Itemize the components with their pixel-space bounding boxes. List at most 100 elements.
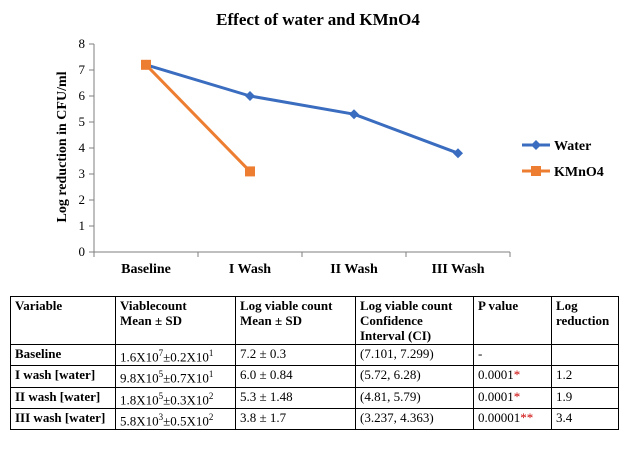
p-value-cell: 0.0001* xyxy=(473,386,552,409)
p-value: 0.00001 xyxy=(478,409,521,425)
data-point xyxy=(141,59,151,70)
count-sd: ±0.3X10 xyxy=(163,391,209,407)
log-mean-cell: 3.8 ± 1.7 xyxy=(235,407,356,431)
column-header-line: Log xyxy=(556,298,578,313)
count-sd-exponent: 1 xyxy=(208,369,214,380)
log-reduction-cell: 3.4 xyxy=(551,407,619,431)
table-body: Baseline 1.6X107±0.2X101 7.2 ± 0.3 (7.101, … xyxy=(10,343,619,431)
confidence-interval-cell-text: (4.81, 5.79) xyxy=(360,388,421,404)
table-row: I wash [water] 9.8X105±0.7X101 6.0 ± 0.84(… xyxy=(10,365,619,388)
count-sd-exponent: 2 xyxy=(208,411,214,422)
column-header-line: Confidence xyxy=(360,313,423,328)
count-mean: 9.8X10 xyxy=(120,370,159,386)
variable-cell: Baseline xyxy=(10,343,116,367)
legend-item: KMnO4 xyxy=(522,165,604,180)
column-header-line: P value xyxy=(478,298,519,313)
x-tick-label: III Wash xyxy=(431,262,484,277)
column-header-line: Log viable count xyxy=(360,298,453,313)
count-sd-exponent: 1 xyxy=(208,348,214,358)
y-tick-label: 7 xyxy=(79,62,86,77)
count-mean: 1.8X10 xyxy=(120,391,159,407)
viable-count-cell: 5.8X103±0.5X102 xyxy=(115,407,236,431)
column-header-line: Mean ± SD xyxy=(120,313,183,328)
legend-marker xyxy=(531,166,541,176)
legend-item: Water xyxy=(522,139,591,154)
viable-count-cell: 1.8X105±0.3X102 xyxy=(115,386,236,409)
log-reduction-cell xyxy=(551,343,619,367)
viable-count-cell: 9.8X105±0.7X101 xyxy=(115,365,236,388)
count-mean-exponent: 5 xyxy=(158,390,164,401)
column-header-line: Log viable count xyxy=(240,298,333,313)
variable-cell: III wash [water] xyxy=(10,407,116,431)
confidence-interval-cell: (7.101, 7.299) xyxy=(355,343,474,367)
variable-label: III wash [water] xyxy=(15,409,106,425)
column-header-line: reduction xyxy=(556,313,610,328)
column-header: Log reduction xyxy=(551,296,619,345)
column-header-line: Mean ± SD xyxy=(240,313,303,328)
y-tick-label: 4 xyxy=(79,140,86,155)
variable-label: II wash [water] xyxy=(15,388,101,404)
log-reduction-value: 1.9 xyxy=(556,388,573,404)
x-tick-label: II Wash xyxy=(330,262,378,277)
confidence-interval-cell-text: (3.237, 4.363) xyxy=(360,409,434,425)
line-chart: Effect of water and KMnO4 Log reduction … xyxy=(55,10,604,277)
legend-marker xyxy=(531,140,541,150)
column-header: Log viable count Mean ± SD xyxy=(235,296,356,345)
data-point xyxy=(453,148,463,159)
count-mean-exponent: 3 xyxy=(158,411,164,422)
count-sd: ±0.2X10 xyxy=(163,349,209,365)
table-row: III wash [water] 5.8X103±0.5X102 3.8 ± 1.7… xyxy=(10,407,619,431)
log-mean-cell-text: 6.0 ± 0.84 xyxy=(240,367,293,383)
legend-label: Water xyxy=(554,139,591,154)
data-point xyxy=(245,91,255,101)
y-tick-label: 1 xyxy=(79,218,86,233)
count-mean-exponent: 5 xyxy=(158,369,164,380)
p-value-cell: - xyxy=(473,343,552,367)
p-value: 0.0001 xyxy=(478,388,514,404)
column-header: Variable xyxy=(10,296,116,345)
log-mean-cell: 7.2 ± 0.3 xyxy=(235,343,356,367)
p-value-cell: 0.00001** xyxy=(473,407,552,431)
log-reduction-value: 3.4 xyxy=(556,409,573,425)
significance-marker: * xyxy=(513,388,521,404)
count-mean: 1.6X10 xyxy=(120,349,159,365)
chart-title: Effect of water and KMnO4 xyxy=(216,10,420,29)
series-line xyxy=(144,63,252,173)
viable-count-cell: 1.6X107±0.2X101 xyxy=(115,343,236,367)
variable-cell: I wash [water] xyxy=(10,365,116,388)
p-value: 0.0001 xyxy=(478,367,514,383)
y-tick-label: 8 xyxy=(79,36,86,51)
table-header-row: Variable Viablecount Mean ± SD Log viable c… xyxy=(10,296,619,345)
results-table: Variable Viablecount Mean ± SD Log viable c… xyxy=(10,296,619,431)
variable-label: Baseline xyxy=(15,346,62,361)
column-header-line: Variable xyxy=(15,298,63,313)
legend-label: KMnO4 xyxy=(554,165,604,180)
confidence-interval-cell: (5.72, 6.28) xyxy=(355,365,474,388)
table-row: Baseline 1.6X107±0.2X101 7.2 ± 0.3 (7.101, … xyxy=(10,343,619,367)
table-row: II wash [water] 1.8X105±0.3X102 5.3 ± 1.48… xyxy=(10,386,619,409)
count-mean-exponent: 7 xyxy=(158,348,164,358)
log-mean-cell-text: 3.8 ± 1.7 xyxy=(240,409,287,425)
data-point xyxy=(349,109,359,120)
series-line xyxy=(145,63,459,155)
log-mean-cell: 6.0 ± 0.84 xyxy=(235,365,356,388)
significance-marker: ** xyxy=(520,409,534,425)
x-tick-label: Baseline xyxy=(121,262,171,277)
series-kmno4 xyxy=(141,59,255,177)
variable-label: I wash [water] xyxy=(15,367,96,383)
chart-legend: Water KMnO4 xyxy=(522,139,604,180)
count-mean: 5.8X10 xyxy=(120,413,159,429)
x-tick-label: I Wash xyxy=(229,262,271,277)
variable-cell: II wash [water] xyxy=(10,386,116,409)
column-header-line: Viablecount xyxy=(120,298,187,313)
confidence-interval-cell: (3.237, 4.363) xyxy=(355,407,474,431)
p-value: - xyxy=(478,346,483,361)
count-sd-exponent: 2 xyxy=(208,390,214,401)
significance-marker: * xyxy=(513,367,521,383)
y-axis-label: Log reduction in CFU/ml xyxy=(55,71,70,222)
log-reduction-value: 1.2 xyxy=(556,367,573,383)
y-tick-label: 5 xyxy=(79,114,86,129)
count-sd: ±0.7X10 xyxy=(163,370,209,386)
column-header-line: Interval (CI) xyxy=(360,328,432,343)
confidence-interval-cell-text: (5.72, 6.28) xyxy=(360,367,421,383)
